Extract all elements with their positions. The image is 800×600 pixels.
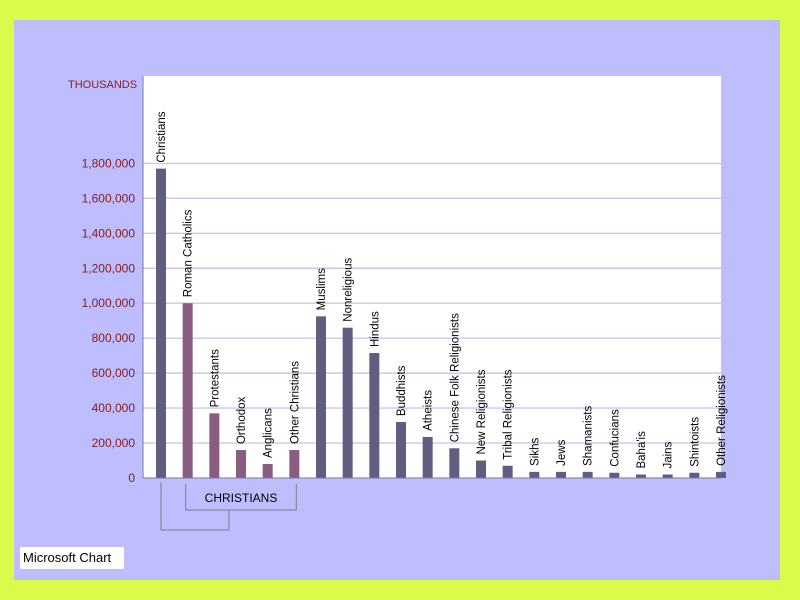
bar: [396, 422, 406, 478]
bars: [156, 168, 726, 479]
bar-label: Muslims: [316, 268, 328, 310]
bar: [289, 450, 300, 478]
y-tick-label: 800,000: [92, 331, 136, 345]
bar: [236, 450, 246, 478]
gridlines: [143, 162, 721, 444]
y-tick-label: 400,000: [92, 401, 136, 415]
bar-label: New Religionists: [476, 369, 488, 454]
bar: [182, 303, 193, 478]
y-tick-label: 1,600,000: [82, 191, 136, 205]
christians-group-bracket: CHRISTIANS: [160, 482, 297, 531]
microsoft-chart-label: Microsoft Chart: [20, 547, 124, 569]
y-tick-label: 1,000,000: [82, 296, 136, 310]
bar: [636, 474, 646, 478]
bar-label: Roman Catholics: [183, 209, 195, 297]
y-axis-unit-label: THOUSANDS: [68, 79, 137, 91]
y-tick-label: 1,800,000: [82, 156, 136, 170]
bar: [502, 465, 513, 478]
bar: [529, 471, 540, 478]
bar: [662, 474, 673, 478]
y-tick-label: 600,000: [92, 366, 136, 380]
bar: [689, 472, 700, 478]
y-tick-label: 200,000: [92, 436, 136, 450]
christians-bracket: [185, 484, 297, 511]
bar: [609, 472, 620, 478]
bar: [156, 168, 166, 479]
bar-label: Sikhs: [529, 438, 541, 466]
y-tick-label: 0: [128, 471, 135, 485]
bar-label: Other Christians: [289, 361, 301, 444]
y-axis: 0 200,000 400,000 600,000 800,000 1,000,000 1,…: [82, 76, 721, 485]
bar-label: Buddhists: [396, 365, 408, 416]
bar: [369, 353, 380, 478]
bar-label: Hindus: [369, 311, 381, 347]
bar-label: Christians: [156, 111, 168, 162]
bar-label: Protestants: [209, 349, 221, 407]
bar: [582, 471, 593, 478]
bar-label: Shintoists: [689, 417, 701, 467]
bar-label: Nonreligious: [343, 258, 355, 322]
chart-frame: Christians Roman Catholics Protestants Orth…: [14, 20, 780, 580]
y-tick-label: 1,400,000: [82, 226, 136, 240]
bar: [209, 413, 220, 478]
y-tick-label: 1,200,000: [82, 261, 136, 275]
bar-label: Other Religionists: [716, 375, 728, 466]
bar-label: Baha'is: [636, 431, 648, 469]
bar-label: Shamanists: [583, 406, 595, 466]
bar: [476, 460, 486, 478]
bar: [262, 464, 273, 478]
bar-label: Jains: [663, 441, 675, 468]
christians-total-connector: [160, 482, 230, 531]
bar-label: Chinese Folk Religionists: [449, 313, 461, 442]
plot-area: [143, 76, 721, 478]
bar: [316, 316, 326, 478]
bar-label: Anglicans: [263, 408, 275, 458]
bar-label: Confucians: [609, 409, 621, 467]
bar: [449, 448, 460, 478]
bar-labels: Christians Roman Catholics Protestants Orth…: [156, 111, 728, 468]
bar: [716, 471, 726, 478]
bar: [556, 471, 566, 478]
bar: [342, 327, 353, 478]
bar-label: Tribal Religionists: [503, 369, 515, 460]
christians-group-label: CHRISTIANS: [205, 491, 278, 505]
bar-label: Jews: [556, 439, 568, 465]
bar-label: Orthodox: [236, 396, 248, 444]
religions-bar-chart: Christians Roman Catholics Protestants Orth…: [68, 76, 728, 531]
bar-label: Atheists: [423, 390, 435, 431]
bar: [422, 436, 433, 478]
